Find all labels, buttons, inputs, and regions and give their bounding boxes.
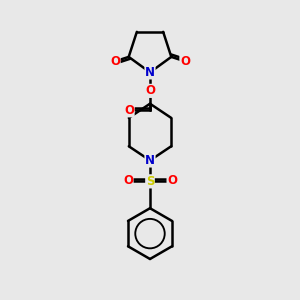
Text: O: O xyxy=(145,84,155,98)
Text: S: S xyxy=(146,175,154,188)
Text: O: O xyxy=(110,55,120,68)
Text: O: O xyxy=(123,174,133,187)
Text: N: N xyxy=(145,154,155,167)
Text: O: O xyxy=(124,104,134,117)
Text: O: O xyxy=(167,174,177,187)
Text: N: N xyxy=(145,66,155,79)
Text: O: O xyxy=(180,55,190,68)
